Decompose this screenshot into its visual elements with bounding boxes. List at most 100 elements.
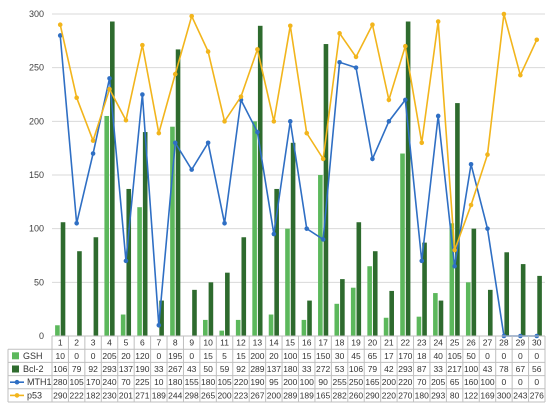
data-label-p53-27: 169: [480, 390, 494, 400]
point-p53-21: [386, 97, 392, 103]
bar-bcl2-12: [241, 237, 247, 336]
bar-gsh-15: [285, 228, 290, 336]
point-p53-10: [205, 49, 211, 54]
bar-gsh-14: [268, 314, 274, 336]
data-label-p53-1: 290: [53, 390, 67, 400]
data-label-p53-22: 270: [398, 390, 412, 400]
data-label-gsh-29: 0: [518, 351, 523, 361]
data-table: 1 2 3 4 5 6 7 8 9 10 11 12 13 14 15 16 17 18 19 20 21 22 23 24 2…: [7, 335, 546, 403]
data-label-gsh-2: 0: [74, 351, 79, 361]
data-label-mth1-14: 95: [269, 377, 279, 387]
x-tick-label: 18: [335, 338, 345, 348]
point-p53-14: [271, 119, 277, 124]
data-label-gsh-20: 65: [368, 351, 378, 361]
point-p53-15: [287, 23, 293, 29]
data-label-p53-16: 189: [300, 390, 314, 400]
data-label-gsh-25: 105: [448, 351, 462, 361]
y-tick-label: 250: [29, 63, 44, 73]
data-label-gsh-23: 18: [417, 351, 427, 361]
bar-gsh-6: [137, 207, 142, 336]
bar-bcl2-22: [405, 21, 411, 336]
x-tick-label: 28: [499, 338, 509, 348]
point-p53-18: [337, 31, 342, 36]
data-label-mth1-3: 170: [86, 377, 100, 387]
bars: [55, 21, 542, 337]
data-label-bcl2-9: 43: [187, 364, 197, 374]
data-label-mth1-5: 70: [121, 377, 131, 387]
data-label-p53-13: 267: [250, 390, 264, 400]
data-label-p53-3: 182: [86, 390, 100, 400]
data-label-p53-7: 189: [152, 390, 166, 400]
point-p53-13: [255, 47, 260, 52]
data-label-gsh-21: 17: [384, 351, 394, 361]
x-tick-label: 14: [269, 338, 279, 348]
data-label-gsh-28: 0: [502, 351, 507, 361]
data-label-p53-14: 200: [267, 390, 281, 400]
data-label-p53-26: 122: [464, 390, 478, 400]
bar-gsh-1: [55, 325, 60, 336]
data-label-p53-18: 282: [332, 390, 346, 400]
data-label-bcl2-16: 33: [302, 364, 312, 374]
data-label-gsh-16: 15: [302, 351, 312, 361]
data-label-bcl2-22: 293: [398, 364, 412, 374]
point-p53-25: [452, 247, 457, 253]
bar-gsh-19: [350, 287, 356, 336]
bar-bcl2-24: [438, 300, 444, 336]
x-tick-label: 15: [286, 338, 296, 348]
point-p53-23: [419, 140, 425, 146]
point-mth1-11: [222, 221, 227, 226]
data-label-p53-11: 200: [217, 390, 231, 400]
data-label-bcl2-13: 289: [250, 364, 264, 374]
x-tick-label: 13: [253, 338, 263, 348]
x-tick-label: 6: [140, 338, 145, 348]
data-label-gsh-17: 150: [316, 351, 330, 361]
data-label-gsh-6: 120: [135, 351, 149, 361]
data-label-bcl2-1: 106: [53, 364, 67, 374]
point-mth1-24: [435, 113, 441, 119]
data-label-gsh-9: 0: [189, 351, 194, 361]
point-p53-4: [107, 86, 112, 92]
bar-bcl2-20: [372, 251, 378, 336]
point-mth1-2: [74, 221, 79, 226]
bar-bcl2-21: [389, 290, 394, 336]
data-label-p53-6: 271: [135, 390, 149, 400]
point-p53-2: [74, 95, 79, 101]
point-mth1-21: [386, 119, 392, 124]
y-axis: 0 50 100 150 200 250 300: [29, 9, 44, 341]
data-label-bcl2-8: 267: [168, 364, 182, 374]
legend-marker-mth1: [14, 379, 20, 385]
line-p53: [59, 13, 538, 251]
point-mth1-23: [419, 258, 425, 264]
x-tick-label: 3: [91, 338, 96, 348]
y-tick-label: 50: [34, 277, 44, 287]
bar-gsh-26: [465, 282, 471, 336]
x-tick-label: 7: [156, 338, 161, 348]
data-label-gsh-11: 5: [222, 351, 227, 361]
point-p53-16: [304, 130, 310, 136]
bar-gsh-23: [416, 316, 422, 336]
point-mth1-25: [452, 263, 457, 269]
bar-bcl2-26: [471, 228, 477, 336]
data-label-gsh-19: 45: [351, 351, 361, 361]
bar-bcl2-17: [323, 44, 329, 336]
data-label-p53-12: 223: [234, 390, 248, 400]
x-tick-label: 4: [107, 338, 112, 348]
data-label-gsh-3: 0: [91, 351, 96, 361]
bar-gsh-16: [301, 319, 307, 336]
data-label-bcl2-28: 78: [499, 364, 509, 374]
x-tick-label: 5: [124, 338, 129, 348]
data-label-bcl2-6: 190: [135, 364, 149, 374]
point-mth1-9: [189, 167, 194, 172]
data-label-gsh-7: 0: [156, 351, 161, 361]
data-label-gsh-8: 195: [168, 351, 182, 361]
data-label-mth1-16: 100: [300, 377, 314, 387]
data-label-gsh-22: 170: [398, 351, 412, 361]
bar-gsh-17: [318, 175, 323, 336]
bar-bcl2-18: [340, 279, 345, 336]
bar-gsh-5: [120, 314, 126, 336]
data-label-mth1-20: 165: [365, 377, 379, 387]
data-label-p53-2: 222: [70, 390, 84, 400]
point-p53-3: [90, 138, 96, 143]
data-label-bcl2-21: 42: [384, 364, 394, 374]
point-p53-8: [172, 71, 178, 77]
